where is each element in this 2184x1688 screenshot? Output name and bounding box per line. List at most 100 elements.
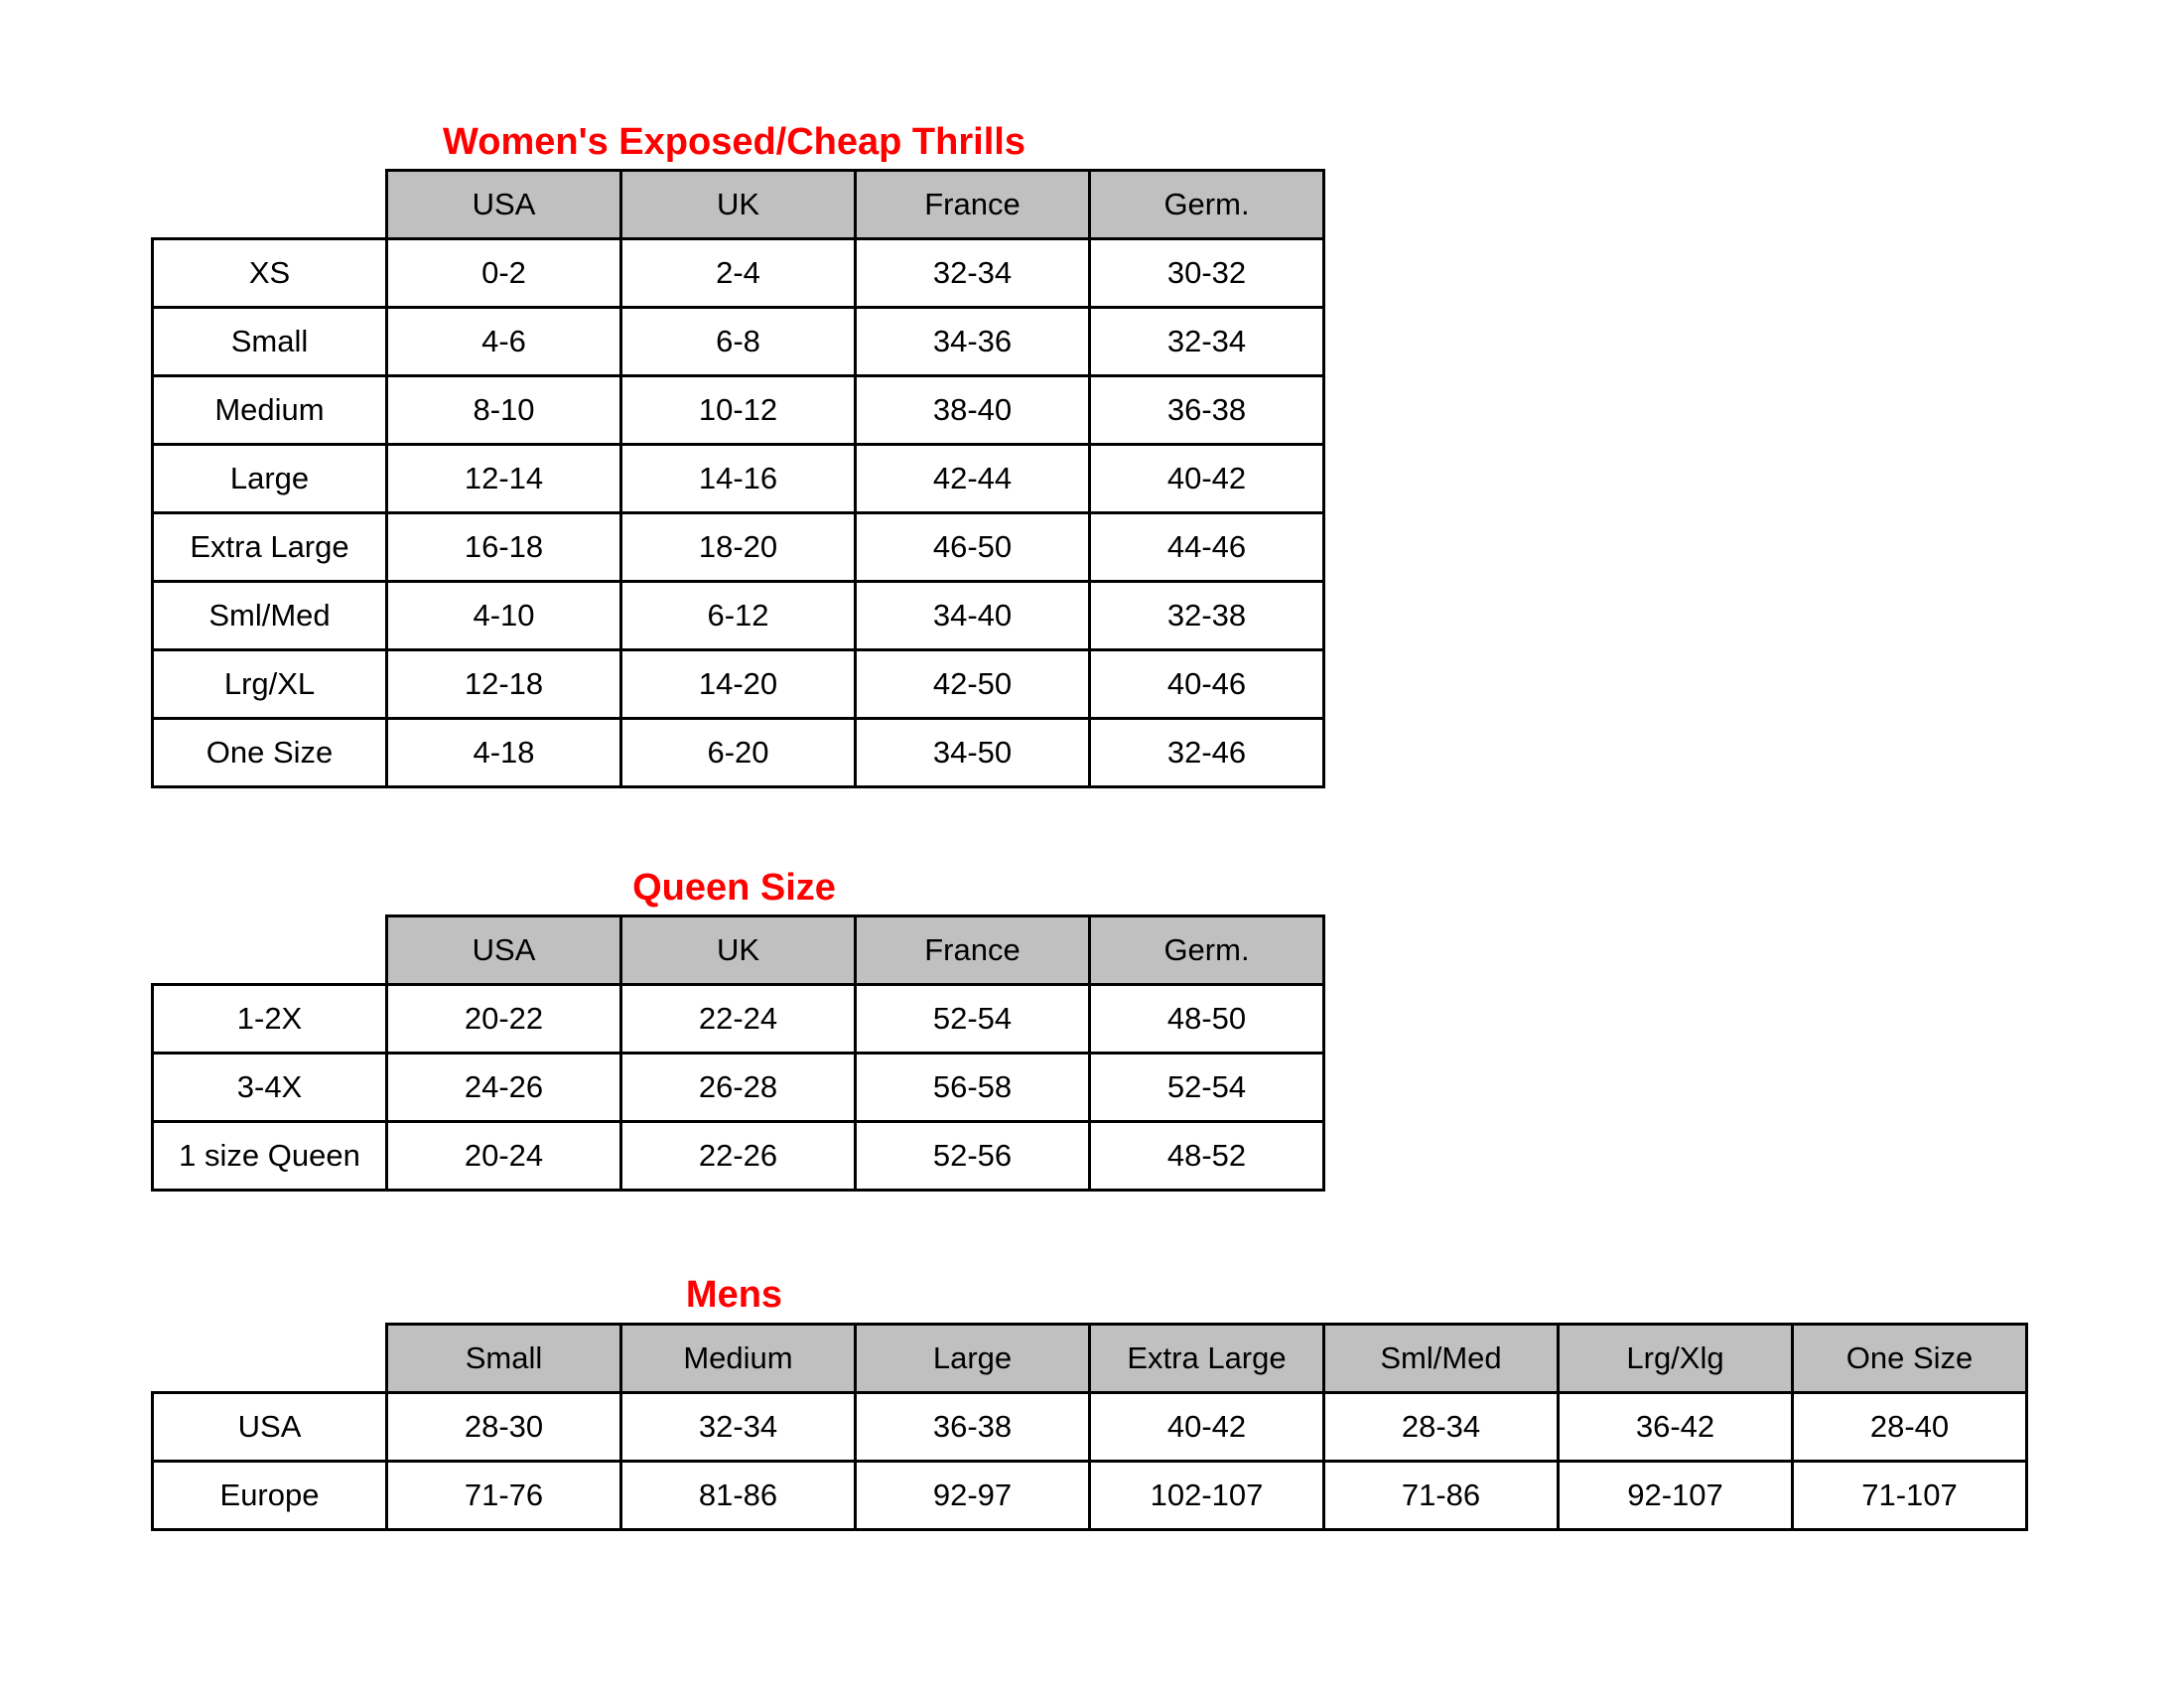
header-row: USA UK France Germ. [152,169,1325,240]
size-cell: 44-46 [1088,511,1325,583]
size-cell: 16-18 [385,511,622,583]
header-row: Small Medium Large Extra Large Sml/Med Lrg/Xl… [152,1323,2028,1394]
size-cell: 4-10 [385,580,622,651]
row-label: 1-2X [151,983,388,1055]
column-header: USA [385,169,622,240]
size-cell: 38-40 [854,374,1091,446]
size-cell: 34-40 [854,580,1091,651]
column-header: Germ. [1088,169,1325,240]
table-row: Medium 8-10 10-12 38-40 36-38 [151,374,1325,446]
row-label: Medium [151,374,388,446]
size-cell: 28-40 [1791,1391,2028,1463]
size-cell: 102-107 [1088,1460,1325,1531]
size-cell: 36-38 [854,1391,1091,1463]
size-cell: 71-76 [385,1460,622,1531]
size-cell: 71-86 [1322,1460,1560,1531]
table-row: 3-4X 24-26 26-28 56-58 52-54 [151,1052,1325,1123]
size-cell: 46-50 [854,511,1091,583]
size-cell: 6-8 [619,306,857,377]
size-cell: 36-42 [1557,1391,1794,1463]
size-cell: 8-10 [385,374,622,446]
table-row: 1-2X 20-22 22-24 52-54 48-50 [151,983,1325,1055]
size-cell: 14-16 [619,443,857,514]
mens-table-title: Mens [685,1274,783,1316]
column-header: UK [619,169,857,240]
table-row: Lrg/XL 12-18 14-20 42-50 40-46 [151,648,1325,720]
size-cell: 22-26 [619,1120,857,1192]
row-label: USA [151,1391,388,1463]
size-cell: 32-34 [619,1391,857,1463]
size-cell: 40-42 [1088,443,1325,514]
corner-cell [152,1324,387,1394]
table-row: Europe 71-76 81-86 92-97 102-107 71-86 92-107 7… [151,1460,2028,1531]
row-label: Extra Large [151,511,388,583]
row-label: 1 size Queen [151,1120,388,1192]
table-row: Small 4-6 6-8 34-36 32-34 [151,306,1325,377]
size-cell: 40-46 [1088,648,1325,720]
table-row: USA 28-30 32-34 36-38 40-42 28-34 36-42 28-40 [151,1391,2028,1463]
column-header: Sml/Med [1322,1323,1560,1394]
size-cell: 28-30 [385,1391,622,1463]
size-cell: 48-50 [1088,983,1325,1055]
size-cell: 81-86 [619,1460,857,1531]
column-header: Germ. [1088,914,1325,986]
table-row: Extra Large 16-18 18-20 46-50 44-46 [151,511,1325,583]
size-cell: 56-58 [854,1052,1091,1123]
column-header: Lrg/Xlg [1557,1323,1794,1394]
size-cell: 4-18 [385,717,622,788]
table-row: Large 12-14 14-16 42-44 40-42 [151,443,1325,514]
column-header: Large [854,1323,1091,1394]
size-cell: 18-20 [619,511,857,583]
size-cell: 42-44 [854,443,1091,514]
queen-size-table: USA UK France Germ. 1-2X 20-22 22-24 52-54 48-50… [151,914,1325,1192]
size-cell: 34-36 [854,306,1091,377]
womens-size-table: USA UK France Germ. XS 0-2 2-4 32-34 30-32 Small 4… [151,169,1325,788]
size-cell: 28-34 [1322,1391,1560,1463]
size-cell: 40-42 [1088,1391,1325,1463]
size-cell: 22-24 [619,983,857,1055]
queen-table-title: Queen Size [632,867,836,909]
table-row: XS 0-2 2-4 32-34 30-32 [151,237,1325,309]
size-cell: 4-6 [385,306,622,377]
column-header: Medium [619,1323,857,1394]
row-label: XS [151,237,388,309]
column-header: USA [385,914,622,986]
size-cell: 6-12 [619,580,857,651]
column-header: Extra Large [1088,1323,1325,1394]
size-cell: 36-38 [1088,374,1325,446]
size-cell: 52-54 [1088,1052,1325,1123]
size-cell: 92-97 [854,1460,1091,1531]
column-header: France [854,169,1091,240]
table-row: 1 size Queen 20-24 22-26 52-56 48-52 [151,1120,1325,1192]
table-row: Sml/Med 4-10 6-12 34-40 32-38 [151,580,1325,651]
size-cell: 92-107 [1557,1460,1794,1531]
size-cell: 2-4 [619,237,857,309]
size-cell: 32-34 [854,237,1091,309]
size-cell: 42-50 [854,648,1091,720]
row-label: Lrg/XL [151,648,388,720]
column-header: France [854,914,1091,986]
womens-table-title: Women's Exposed/Cheap Thrills [443,121,1025,163]
size-cell: 20-24 [385,1120,622,1192]
size-cell: 48-52 [1088,1120,1325,1192]
size-cell: 32-38 [1088,580,1325,651]
row-label: Europe [151,1460,388,1531]
row-label: 3-4X [151,1052,388,1123]
column-header: One Size [1791,1323,2028,1394]
mens-size-table: Small Medium Large Extra Large Sml/Med Lrg/Xl… [151,1323,2028,1531]
size-cell: 32-46 [1088,717,1325,788]
size-cell: 32-34 [1088,306,1325,377]
size-cell: 26-28 [619,1052,857,1123]
column-header: UK [619,914,857,986]
size-cell: 14-20 [619,648,857,720]
size-cell: 24-26 [385,1052,622,1123]
corner-cell [152,915,387,986]
size-cell: 34-50 [854,717,1091,788]
column-header: Small [385,1323,622,1394]
size-cell: 12-14 [385,443,622,514]
row-label: Large [151,443,388,514]
size-cell: 71-107 [1791,1460,2028,1531]
size-cell: 6-20 [619,717,857,788]
header-row: USA UK France Germ. [152,914,1325,986]
size-cell: 20-22 [385,983,622,1055]
